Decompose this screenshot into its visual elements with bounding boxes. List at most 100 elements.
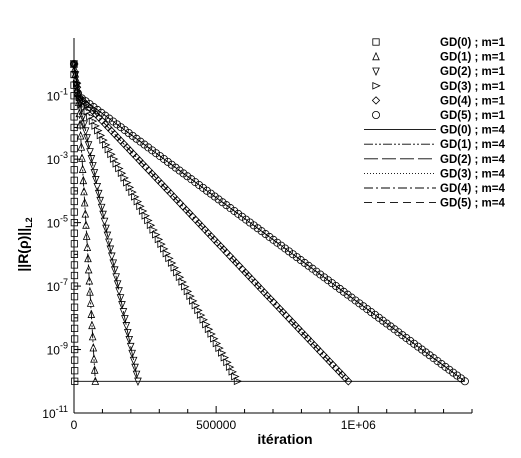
series-point-1: [86, 298, 95, 307]
series-point-2: [103, 231, 112, 241]
series-line-3: [73, 63, 238, 382]
series-point-2: [128, 349, 136, 359]
legend-label: GD(5) ; m=4: [440, 198, 505, 210]
series-point-0: [71, 367, 79, 375]
series-point-1: [84, 253, 92, 263]
series-point-0: [71, 377, 79, 385]
legend-symbol: [372, 38, 380, 46]
series-lines: [73, 63, 466, 382]
legend-label: GD(0) ; m=1: [440, 37, 505, 49]
series-point-0: [70, 187, 78, 195]
series-point-5: [460, 377, 469, 386]
series-point-0: [70, 219, 78, 227]
series-point-0: [70, 282, 79, 290]
series-point-1: [80, 198, 89, 207]
series-point-0: [70, 240, 79, 248]
series-point-2: [123, 329, 132, 338]
series-point-2: [78, 113, 87, 122]
series-point-1: [80, 186, 88, 196]
series-point-1: [78, 153, 86, 162]
series-point-1: [86, 287, 94, 296]
series-point-2: [115, 287, 123, 296]
legend-symbol: [372, 81, 381, 90]
legend-symbol: [372, 67, 380, 76]
series-point-2: [80, 120, 88, 129]
series-point-0: [71, 335, 79, 343]
series-point-2: [97, 203, 106, 213]
series-point-1: [78, 164, 87, 173]
legend: GD(0) ; m=1 GD(1) ; m=1 GD(2) ; m=1 GD(3) ;…: [364, 37, 505, 210]
series-point-1: [82, 220, 90, 229]
y-tick-label: 10-7: [47, 277, 68, 294]
series-point-1: [88, 331, 97, 341]
legend-label: GD(0) ; m=4: [440, 125, 505, 137]
legend-symbol: [371, 96, 381, 105]
series-point-2: [83, 134, 91, 143]
x-tick-label: 0: [71, 418, 78, 432]
legend-symbol: [371, 111, 380, 120]
legend-label: GD(2) ; m=4: [440, 154, 505, 166]
legend-label: GD(2) ; m=1: [440, 66, 505, 78]
series-point-1: [90, 354, 98, 363]
legend-label: GD(4) ; m=1: [440, 95, 505, 107]
legend-label: GD(5) ; m=1: [440, 110, 505, 122]
legend-label: GD(3) ; m=4: [440, 168, 505, 180]
series-point-1: [84, 264, 93, 274]
y-tick-label: 10-9: [47, 341, 68, 358]
series-point-1: [91, 376, 100, 385]
series-point-2: [116, 294, 125, 303]
x-tick-label: 1E+06: [341, 418, 376, 432]
series-point-2: [121, 315, 129, 324]
series-point-3: [73, 79, 82, 88]
series-point-0: [70, 155, 78, 163]
series-point-2: [110, 266, 119, 275]
series-point-2: [106, 245, 115, 254]
series-point-0: [70, 166, 78, 174]
series-point-2: [89, 162, 97, 171]
series-point-2: [113, 280, 122, 289]
series-point-2: [93, 182, 102, 192]
series-point-2: [105, 238, 113, 247]
series-point-1: [83, 242, 92, 252]
series-point-2: [118, 301, 126, 310]
y-tick-label: 10-3: [47, 150, 68, 167]
series-point-0: [70, 102, 78, 110]
x-tick-label: 500000: [196, 418, 236, 432]
series-point-2: [122, 322, 131, 331]
series-point-2: [132, 370, 141, 380]
series-point-0: [70, 250, 79, 258]
series-point-2: [86, 148, 94, 157]
series-point-1: [76, 131, 85, 140]
series-point-4: [72, 83, 82, 92]
series-point-2: [81, 127, 90, 136]
series-point-0: [70, 293, 79, 301]
series-point-1: [81, 209, 90, 218]
series-markers: [69, 59, 469, 387]
x-axis-title: itération: [257, 431, 312, 447]
series-point-5: [70, 60, 79, 69]
axis-titles: itération ||R(ρ)||L2: [15, 217, 313, 447]
series-point-2: [131, 363, 139, 373]
legend-label: GD(1) ; m=4: [440, 139, 505, 151]
series-point-2: [99, 210, 107, 220]
series-point-4: [344, 377, 353, 386]
series-point-0: [70, 261, 79, 269]
series-point-0: [70, 145, 78, 153]
series-point-2: [71, 71, 80, 80]
series-point-1: [76, 119, 84, 129]
series-line-0: [73, 63, 466, 382]
series-point-0: [70, 176, 78, 184]
series-point-2: [119, 308, 128, 317]
y-axis-title: ||R(ρ)||L2: [15, 217, 34, 271]
y-tick-label: 10-1: [47, 87, 68, 104]
series-point-1: [89, 343, 98, 352]
series-point-1: [79, 175, 88, 185]
series-point-2: [94, 189, 103, 199]
series-point-0: [70, 271, 79, 280]
series-point-2: [112, 273, 120, 282]
series-point-1: [82, 231, 91, 240]
series-point-2: [100, 217, 109, 227]
series-point-2: [91, 176, 100, 185]
series-point-2: [134, 377, 142, 387]
